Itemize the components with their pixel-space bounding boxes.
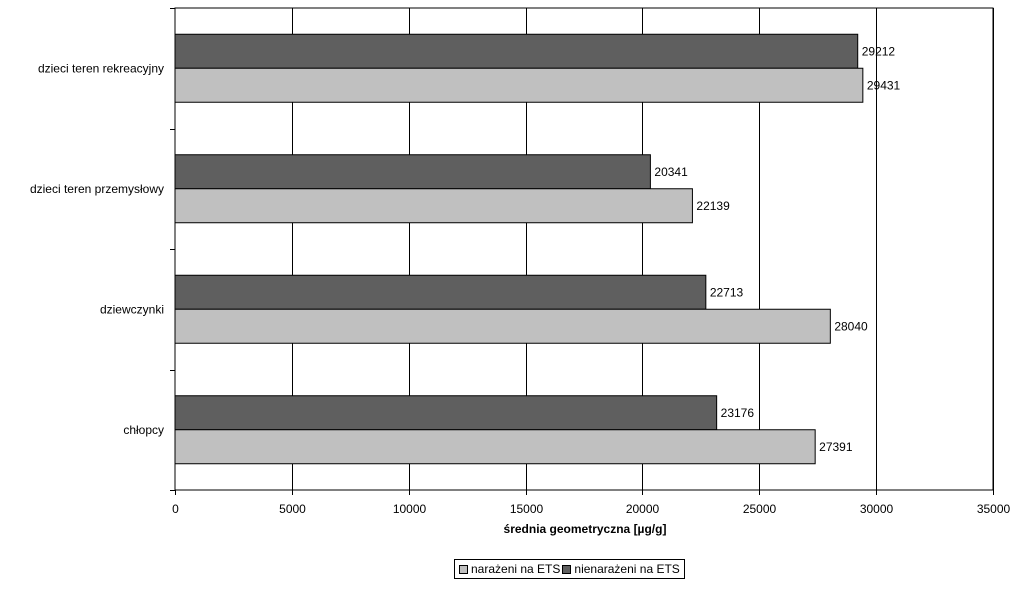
value-label-unexposed: 29212	[862, 44, 896, 58]
x-axis-title: średnia geometryczna [µg/g]	[504, 522, 667, 536]
legend: narażeni na ETS nienarażeni na ETS	[454, 559, 685, 579]
legend-label-unexposed: nienarażeni na ETS	[574, 562, 680, 576]
x-tick-label: 25000	[743, 502, 777, 516]
value-label-exposed: 27391	[819, 440, 853, 454]
value-label-unexposed: 20341	[654, 165, 688, 179]
x-tick-label: 30000	[860, 502, 894, 516]
x-tick-label: 20000	[626, 502, 660, 516]
legend-swatch-exposed	[459, 564, 468, 574]
category-label: dzieci teren rekreacyjny	[38, 61, 164, 75]
bars	[174, 33, 864, 465]
bar-exposed	[174, 429, 816, 465]
value-label-exposed: 29431	[867, 78, 901, 92]
legend-item-unexposed: nienarażeni na ETS	[562, 562, 680, 576]
bar-exposed	[174, 308, 831, 344]
value-label-unexposed: 23176	[721, 406, 755, 420]
x-tick-label: 15000	[510, 502, 544, 516]
bar-exposed	[174, 188, 693, 224]
bar-exposed	[174, 67, 864, 103]
labels: 0 5000 10000 15000 20000 25000 30000 35000 dziec…	[30, 44, 1011, 516]
value-label-unexposed: 22713	[710, 285, 744, 299]
legend-swatch-unexposed	[562, 564, 572, 574]
bar-unexposed	[174, 395, 718, 431]
category-label: dzieci teren przemysłowy	[30, 182, 164, 196]
axes	[170, 8, 994, 495]
bar-unexposed	[174, 274, 707, 310]
x-tick-label: 0	[172, 502, 179, 516]
x-tick-label: 10000	[393, 502, 427, 516]
bar-unexposed	[174, 154, 651, 190]
legend-item-exposed: narażeni na ETS	[459, 562, 560, 576]
value-label-exposed: 28040	[834, 319, 868, 333]
x-tick-label: 35000	[977, 502, 1011, 516]
category-label: dziewczynki	[100, 302, 164, 316]
category-label: chłopcy	[123, 423, 164, 437]
value-label-exposed: 22139	[696, 199, 730, 213]
legend-label-exposed: narażeni na ETS	[471, 562, 561, 576]
bar-unexposed	[174, 33, 859, 69]
x-tick-label: 5000	[279, 502, 306, 516]
